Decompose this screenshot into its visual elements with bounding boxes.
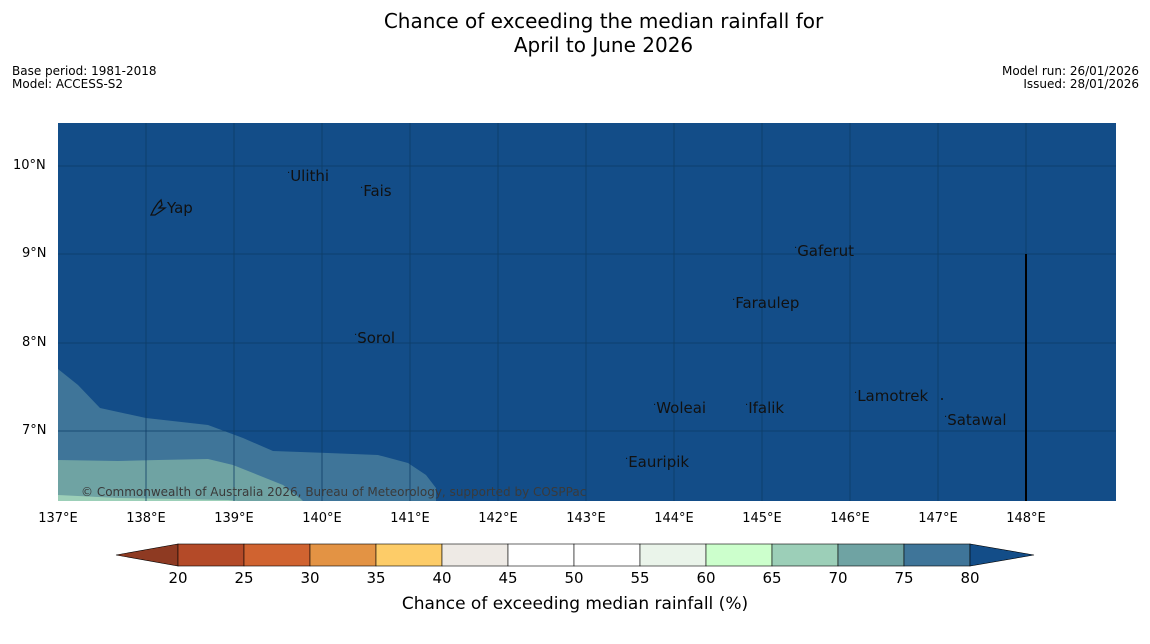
map-svg [58, 123, 1116, 501]
colorbar-tick-30: 30 [300, 569, 320, 587]
place-ulithi-label: Ulithi [290, 167, 330, 185]
graticule [58, 123, 1116, 501]
colorbar-tick-50: 50 [564, 569, 584, 587]
colorbar-below-20 [115, 543, 179, 567]
lon-label-146e: 146°E [830, 511, 870, 526]
place-ulithi: ·Ulithi [287, 167, 330, 185]
colorbar-55-60 [639, 543, 707, 567]
colorbar-tick-80: 80 [960, 569, 980, 587]
lon-label-143e: 143°E [566, 511, 606, 526]
place-woleai: ·Woleai [653, 399, 707, 417]
place-yap: Yap [167, 200, 193, 216]
lat-label-10n: 10°N [13, 158, 46, 173]
colorbar-20-25 [177, 543, 245, 567]
band-65-70 [58, 495, 238, 501]
colorbar-tick-75: 75 [894, 569, 914, 587]
meta-left: Base period: 1981-2018 Model: ACCESS-S2 [12, 65, 157, 91]
lat-label-9n: 9°N [22, 246, 47, 261]
place-faraulep-label: Faraulep [735, 294, 800, 312]
lon-label-137e: 137°E [38, 511, 78, 526]
meta-right: Model run: 26/01/2026 Issued: 28/01/2026 [1002, 65, 1139, 91]
colorbar-tick-20: 20 [168, 569, 188, 587]
colorbar-label: Chance of exceeding median rainfall (%) [401, 594, 749, 614]
colorbar-30-35 [309, 543, 377, 567]
place-sorol-label: Sorol [357, 329, 396, 347]
place-gaferut-label: Gaferut [797, 242, 855, 260]
colorbar-tick-70: 70 [828, 569, 848, 587]
colorbar-tick-35: 35 [366, 569, 386, 587]
model-run-date: Model run: 26/01/2026 [1001, 64, 1139, 78]
colorbar [115, 543, 1035, 567]
place-satawal-label: Satawal [947, 411, 1007, 429]
model-name: Model: ACCESS-S2 [12, 77, 124, 91]
place-woleai-label: Woleai [656, 399, 707, 417]
lon-label-148e: 148°E [1006, 511, 1046, 526]
place-lamotrek-label: Lamotrek [857, 387, 929, 405]
colorbar-tick-45: 45 [498, 569, 518, 587]
colorbar-tick-40: 40 [432, 569, 452, 587]
place-fais: ·Fais [360, 182, 392, 200]
colorbar-70-75 [837, 543, 905, 567]
place-eauripik-label: Eauripik [628, 453, 690, 471]
place-satawal: ·Satawal [944, 411, 1007, 429]
place-sorol: ·Sorol [354, 329, 396, 347]
colorbar-75-80 [903, 543, 971, 567]
colorbar-25-30 [243, 543, 311, 567]
atoll-dot [941, 398, 943, 400]
colorbar-tick-65: 65 [762, 569, 782, 587]
title-line-2: April to June 2026 [513, 33, 694, 57]
lon-label-141e: 141°E [390, 511, 430, 526]
lon-label-139e: 139°E [214, 511, 254, 526]
place-gaferut: ·Gaferut [794, 242, 855, 260]
band-70-75 [58, 459, 303, 501]
lat-label-7n: 7°N [22, 423, 47, 438]
base-period: Base period: 1981-2018 [12, 64, 157, 78]
lon-label-142e: 142°E [478, 511, 518, 526]
colorbar-above-80 [969, 543, 1035, 567]
yap-island-shape [149, 198, 167, 216]
place-yap-label: Yap [167, 199, 193, 217]
place-lamotrek: ·Lamotrek [854, 387, 929, 405]
title-line-1: Chance of exceeding the median rainfall … [383, 9, 824, 33]
map-panel[interactable]: ·Ulithi ·Fais Yap ·Gaferut ·Faraulep ·So… [58, 123, 1116, 501]
place-eauripik: ·Eauripik [625, 453, 690, 471]
place-ifalik-label: Ifalik [748, 399, 785, 417]
place-faraulep: ·Faraulep [732, 294, 800, 312]
colorbar-65-70 [771, 543, 839, 567]
lon-label-147e: 147°E [918, 511, 958, 526]
lon-label-138e: 138°E [126, 511, 166, 526]
colorbar-50-55 [573, 543, 641, 567]
chart-title: Chance of exceeding the median rainfall … [0, 9, 1150, 57]
lon-label-140e: 140°E [302, 511, 342, 526]
colorbar-tick-55: 55 [630, 569, 650, 587]
colorbar-tick-60: 60 [696, 569, 716, 587]
lat-label-8n: 8°N [22, 335, 47, 350]
colorbar-40-45 [441, 543, 509, 567]
colorbar-60-65 [705, 543, 773, 567]
issued-date: Issued: 28/01/2026 [1023, 77, 1139, 91]
colorbar-tick-25: 25 [234, 569, 254, 587]
copyright-notice: © Commonwealth of Australia 2026, Bureau… [81, 485, 587, 499]
place-ifalik: ·Ifalik [745, 399, 785, 417]
colorbar-35-40 [375, 543, 443, 567]
colorbar-45-50 [507, 543, 575, 567]
lon-label-144e: 144°E [654, 511, 694, 526]
place-fais-label: Fais [363, 182, 392, 200]
lon-label-145e: 145°E [742, 511, 782, 526]
